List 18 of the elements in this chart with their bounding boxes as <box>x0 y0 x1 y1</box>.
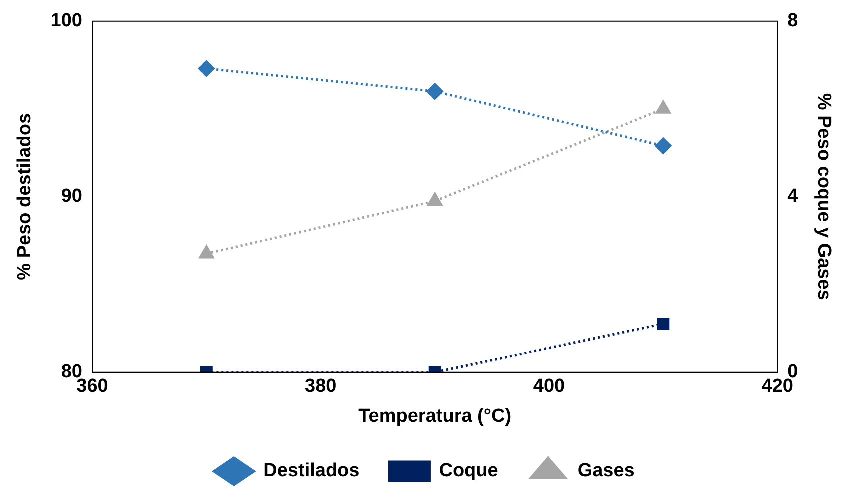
point <box>428 193 442 206</box>
y2-tick-label: 4 <box>788 186 799 208</box>
x-axis-title: Temperatura (°C) <box>358 406 512 427</box>
point <box>198 60 215 78</box>
y2-axis-title: % Peso coque y Gases <box>813 93 834 300</box>
legend-label: Destilados <box>264 460 360 482</box>
x-tick-label: 400 <box>533 376 566 398</box>
point <box>656 100 671 114</box>
y2-tick-label: 8 <box>788 10 798 32</box>
point <box>655 138 672 154</box>
legend-label: Coque <box>439 460 498 482</box>
y-tick-label: 100 <box>50 10 82 32</box>
y-axis-title: % Peso destilados <box>14 113 36 280</box>
x-tick-label: 380 <box>305 376 337 398</box>
legend-label: Gases <box>578 460 635 482</box>
point <box>426 83 444 100</box>
point <box>199 246 214 259</box>
y-tick-label: 90 <box>61 186 82 208</box>
